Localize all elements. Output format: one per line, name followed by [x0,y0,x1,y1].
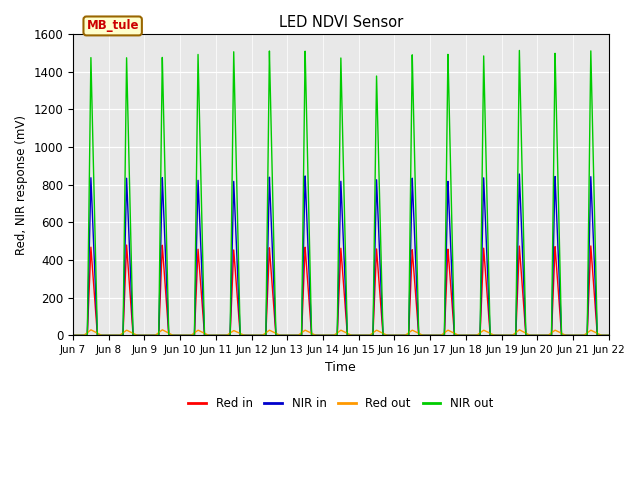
Text: MB_tule: MB_tule [86,19,139,33]
X-axis label: Time: Time [326,360,356,374]
Title: LED NDVI Sensor: LED NDVI Sensor [278,15,403,30]
Y-axis label: Red, NIR response (mV): Red, NIR response (mV) [15,115,28,255]
Legend: Red in, NIR in, Red out, NIR out: Red in, NIR in, Red out, NIR out [184,393,498,415]
